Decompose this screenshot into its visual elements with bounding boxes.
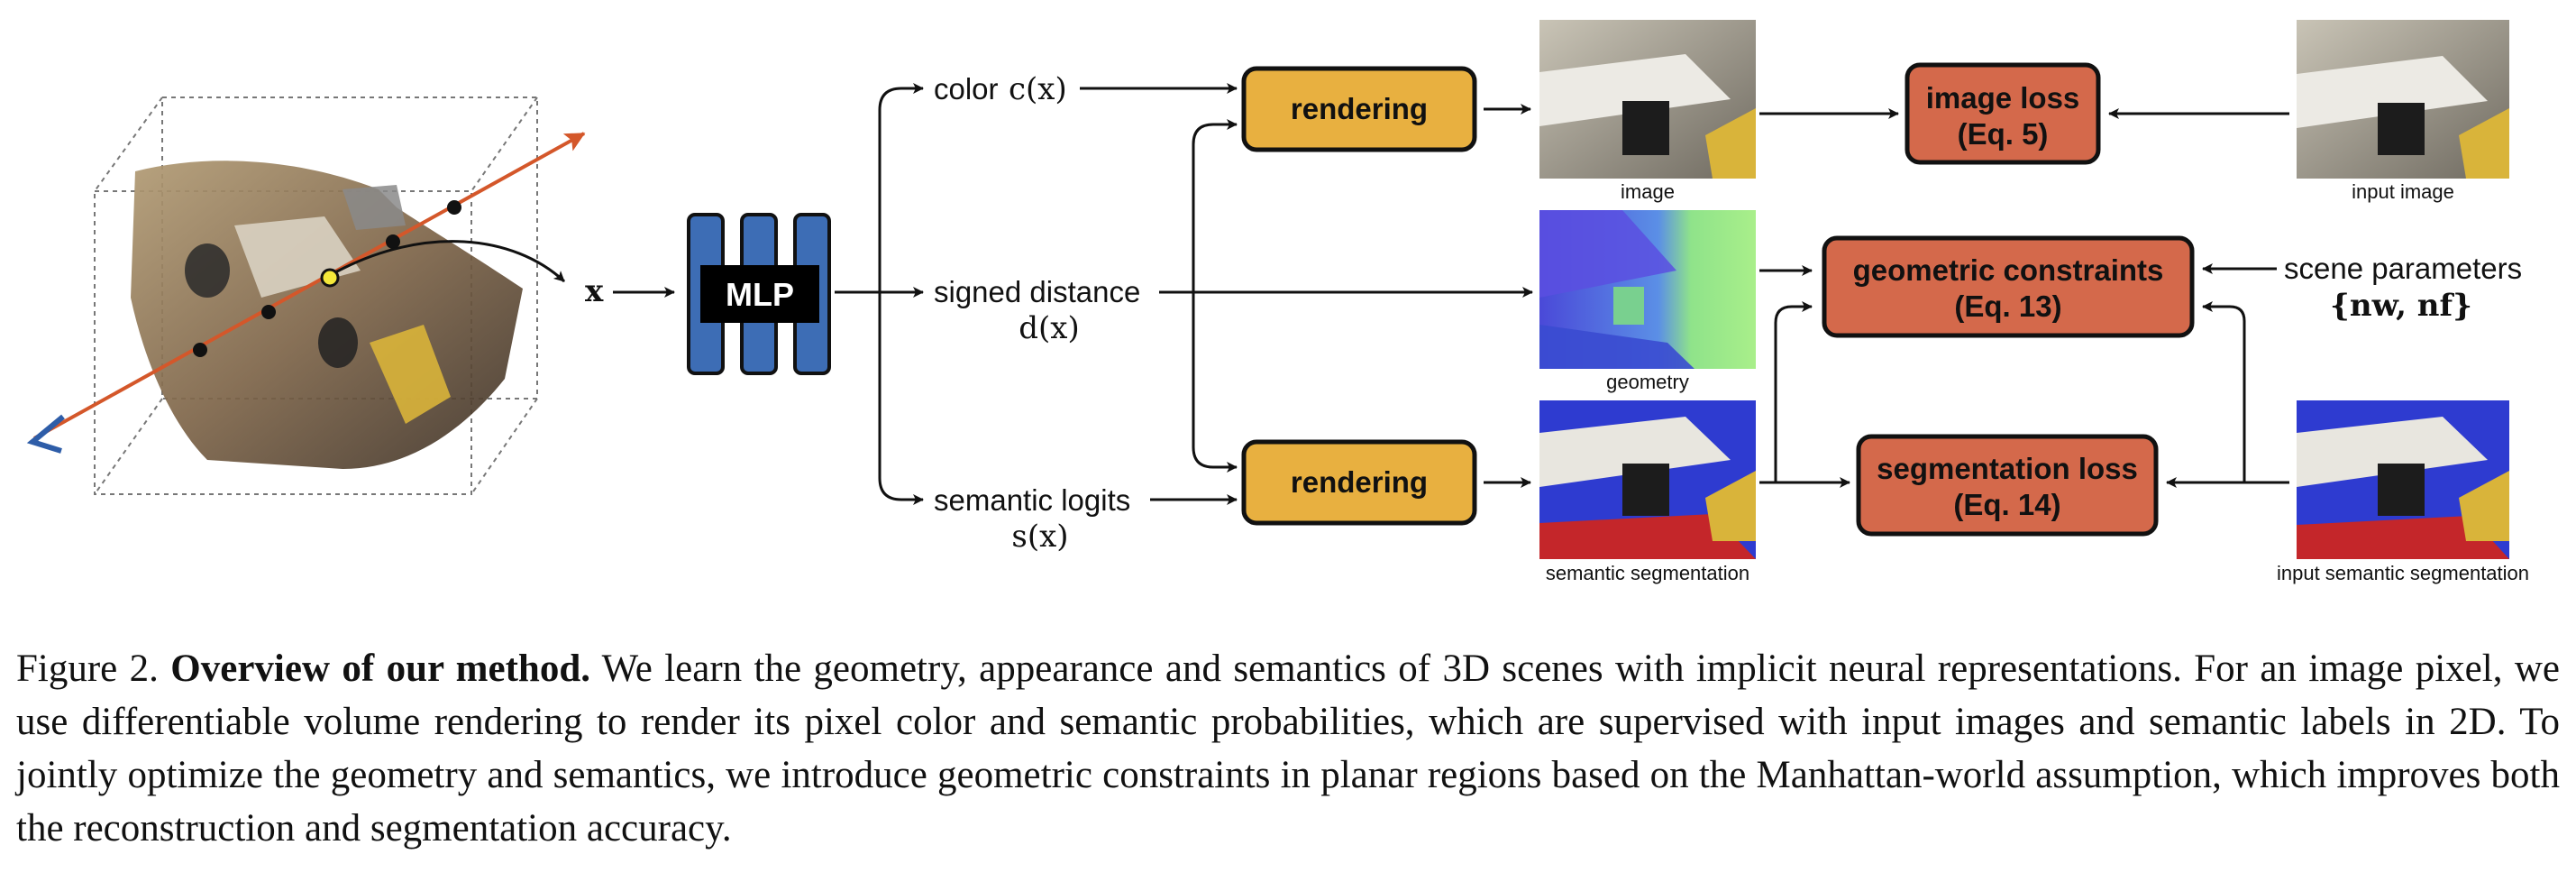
scene-parameters: scene parameters {nw, nf} [2284,252,2522,324]
geometry-caption: geometry [1606,371,1689,393]
mlp-label: MLP [726,276,794,313]
rendered-image-caption: image [1621,180,1675,203]
mlp-block: MLP [687,213,831,375]
figure-body: We learn the geometry, appearance and se… [16,648,2560,850]
sample-point [386,234,400,249]
bounding-box [94,96,538,495]
input-image-caption: input image [2352,180,2454,203]
rendering-box-semantic: rendering [1241,439,1477,526]
input-semantic-caption: input semantic segmentation [2277,562,2529,584]
method-diagram: x MLP color c(x) signed distance d(x) se… [26,20,2529,584]
scene-illustration [26,96,586,495]
figure-label: Figure 2. [16,648,159,690]
camera-ray [33,132,586,440]
output-signed-distance: signed distance d(x) [934,275,1140,346]
figure-caption: Figure 2. Overview of our method. We lea… [16,642,2560,855]
svg-text:scene parameters: scene parameters [2284,252,2522,285]
svg-text:geometric constraints: geometric constraints [1853,253,2164,287]
svg-text:image loss: image loss [1926,81,2080,115]
svg-text:rendering: rendering [1291,465,1428,499]
svg-text:(Eq. 5): (Eq. 5) [1958,117,2049,151]
camera-icon [26,414,65,454]
svg-text:rendering: rendering [1291,92,1428,125]
svg-text:c(x): c(x) [1009,71,1067,107]
output-semantic-logits: semantic logits s(x) [934,483,1130,555]
geometry-thumbnail [1539,210,1756,369]
svg-text:d(x): d(x) [1019,310,1079,346]
sample-point [261,305,276,319]
sample-point [447,200,461,215]
sample-point [193,343,207,357]
svg-text:(Eq. 14): (Eq. 14) [1953,488,2060,521]
input-variable: x [585,273,604,309]
scene-mesh [131,161,523,470]
rendered-image-thumbnail [1539,20,1756,179]
semantic-segmentation-caption: semantic segmentation [1546,562,1749,584]
rendering-box-color: rendering [1241,66,1477,152]
output-color: color c(x) [934,71,1067,107]
svg-text:color: color [934,72,999,106]
sample-point-highlighted [320,268,340,288]
svg-text:signed distance: signed distance [934,275,1140,308]
image-loss-box: image loss (Eq. 5) [1905,62,2101,165]
semantic-segmentation-thumbnail [1539,400,1756,559]
svg-text:semantic logits: semantic logits [934,483,1130,517]
input-image-thumbnail [2297,20,2509,179]
svg-text:(Eq. 13): (Eq. 13) [1954,289,2061,323]
svg-text:s(x): s(x) [1011,519,1068,555]
segmentation-loss-box: segmentation loss (Eq. 14) [1856,434,2159,537]
input-semantic-thumbnail [2297,400,2509,559]
figure-title: Overview of our method. [170,648,590,690]
geometric-constraints-box: geometric constraints (Eq. 13) [1822,235,2195,338]
svg-text:segmentation loss: segmentation loss [1877,452,2138,485]
svg-text:{nw, nf}: {nw, nf} [2330,288,2472,324]
